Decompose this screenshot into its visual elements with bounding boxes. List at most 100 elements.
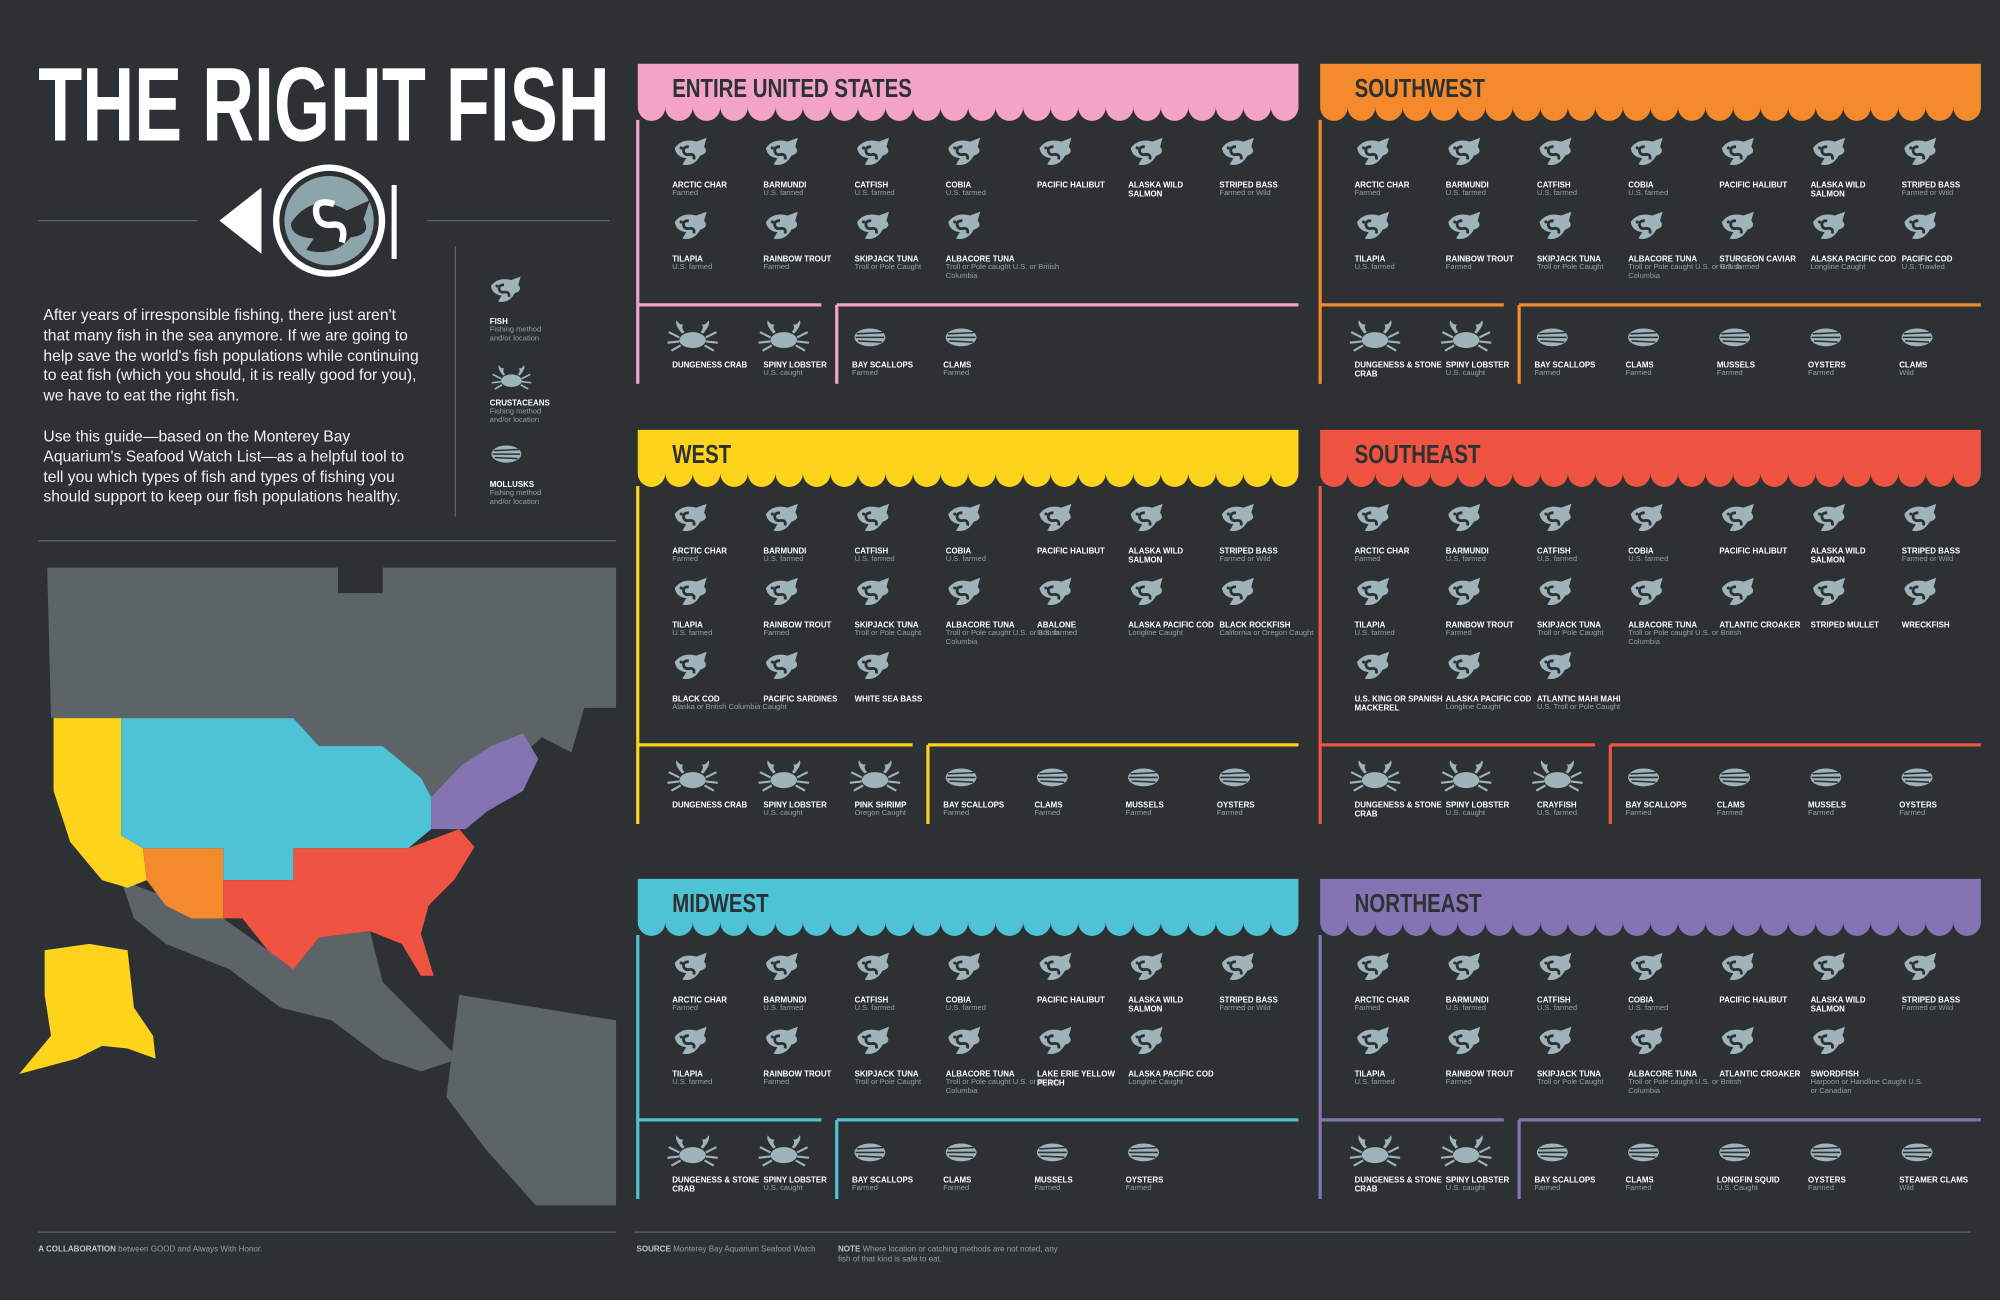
item-name: BARMUNDI (763, 996, 807, 1006)
item-name: BLACK ROCKFISH (1219, 621, 1291, 631)
item-label: BARMUNDI U.S. farmed (1446, 547, 1535, 565)
item-note: Farmed (1625, 810, 1652, 818)
item-name: BARMUNDI (1445, 181, 1489, 191)
item-name: COBIA (1628, 996, 1654, 1006)
icon (1629, 210, 1665, 241)
item-name: PACIFIC HALIBUT (1036, 547, 1105, 557)
item-note: Troll or Pole caught U.S. or British Col… (1628, 630, 1742, 647)
item-name: PACIFIC SARDINES (763, 695, 838, 705)
icon (946, 576, 982, 607)
icon (1720, 951, 1756, 982)
item-name: STRIPED BASS (1901, 547, 1961, 557)
region-title: SOUTHEAST (1354, 441, 1481, 470)
item-note: Troll or Pole Caught (854, 1079, 922, 1087)
item-note: Longline Caught (1445, 704, 1501, 712)
item-label: PACIFIC COD U.S. Trawled (1902, 255, 1991, 273)
item-name: BAY SCALLOPS (1625, 801, 1687, 810)
item-note: Harpoon or Handline Caught U.S. or Canad… (1810, 1079, 1923, 1096)
icon (490, 364, 533, 391)
item-name: SKIPJACK TUNA (1536, 255, 1602, 265)
item-name: OYSTERS (1808, 360, 1846, 370)
legend-item: CRUSTACEANS Fishing method and/or locatio… (490, 399, 567, 426)
item-note: Farmed (1445, 1079, 1472, 1087)
item-note: Farmed (763, 1079, 790, 1087)
item-note: Farmed (1534, 1185, 1561, 1193)
icon (1718, 1142, 1751, 1163)
item-name: ARCTIC CHAR (672, 547, 728, 557)
item-name: DUNGENESS & STONE CRAB (1354, 360, 1442, 380)
item-note: Troll or Pole caught U.S. or British Col… (945, 264, 1060, 281)
item-note: Farmed (1034, 1185, 1061, 1193)
item-name: ARCTIC CHAR (1354, 181, 1410, 191)
icon (1538, 502, 1573, 533)
icon (1355, 951, 1391, 982)
item-note: Farmed (1625, 370, 1652, 378)
item-label: OYSTERS Farmed (1126, 1176, 1215, 1194)
icon (1355, 650, 1391, 681)
item-note: Troll or Pole caught U.S. or British Col… (1628, 264, 1742, 281)
item-name: ARCTIC CHAR (1354, 996, 1410, 1006)
icon (1900, 1142, 1934, 1163)
item-label: DUNGENESS & STONE CRAB (1355, 1176, 1444, 1194)
item-label: STRIPED BASS Farmed or Wild (1902, 181, 1991, 199)
item-label: TILAPIA U.S. farmed (1355, 255, 1444, 273)
icon (1627, 1142, 1660, 1163)
item-note: U.S. caught (763, 370, 803, 378)
map-midwest (121, 718, 432, 881)
item-label: TILAPIA U.S. farmed (672, 255, 761, 273)
icon (1629, 576, 1665, 607)
item-note: U.S. farmed (672, 264, 713, 272)
legend-item: MOLLUSKS Fishing method and/or location (490, 481, 567, 508)
item-name: DUNGENESS & STONE CRAB (672, 1176, 760, 1195)
item-note: Alaska or British Columbia Caught (672, 704, 787, 712)
footer-note: NOTE Where location or catching methods … (838, 1245, 1061, 1265)
item-label: LAKE ERIE YELLOW PERCH (1037, 1070, 1126, 1088)
item-name: TILAPIA (672, 621, 703, 631)
icon (1127, 767, 1160, 788)
map-land (47, 567, 617, 810)
item-note: U.S. farmed (945, 190, 986, 198)
legend-name: FISH (489, 317, 508, 327)
icon (1900, 327, 1934, 348)
item-name: PACIFIC COD (1901, 255, 1953, 265)
item-label: BAY SCALLOPS Farmed (1626, 801, 1715, 819)
item-label: SPINY LOBSTER U.S. caught (1446, 1176, 1535, 1194)
item-label: ARCTIC CHAR Farmed (672, 547, 761, 565)
item-note: U.S. farmed (1354, 630, 1395, 639)
item-note: U.S. farmed (854, 190, 895, 198)
item-name: TILAPIA (672, 255, 703, 265)
icon (946, 951, 982, 982)
item-note: U.S. farmed (1354, 1079, 1395, 1087)
region-title: WEST (672, 441, 732, 470)
item-note: Troll or Pole Caught (854, 630, 922, 639)
item-label: SKIPJACK TUNA Troll or Pole Caught (855, 621, 944, 639)
item-name: STRIPED BASS (1219, 996, 1278, 1006)
item-name: ALBACORE TUNA (1628, 621, 1698, 631)
item-name: CATFISH (854, 547, 889, 557)
map-northeast (431, 733, 539, 830)
item-label: OYSTERS Farmed (1217, 801, 1306, 819)
item-label: BLACK ROCKFISH California or Oregon Caugh… (1219, 621, 1313, 639)
icon (1811, 1025, 1847, 1056)
item-label: BAY SCALLOPS Farmed (852, 361, 941, 379)
intro-paragraph: Use this guide—based on the Monterey Bay… (43, 427, 405, 506)
icon (1127, 1142, 1160, 1163)
icon (764, 951, 800, 982)
item-note: U.S. Troll or Pole Caught (1536, 704, 1621, 712)
item-note: Longline Caught (1810, 264, 1866, 272)
icon (1220, 576, 1256, 607)
icon (855, 502, 891, 533)
icon (946, 502, 982, 533)
item-name: BAY SCALLOPS (1534, 1176, 1596, 1185)
item-label: LONGFIN SQUID U.S. Caught (1717, 1176, 1806, 1194)
icon (1129, 502, 1165, 533)
item-note: U.S. farmed (945, 556, 986, 565)
footer-source: SOURCE Monterey Bay Aquarium Seafood Wat… (636, 1245, 815, 1255)
item-label: CATFISH U.S. farmed (855, 996, 944, 1014)
icon (1038, 502, 1073, 533)
item-label: ALASKA PACIFIC COD Longline Caught (1811, 255, 1900, 273)
item-label: BAY SCALLOPS Farmed (1534, 1176, 1623, 1194)
item-label: OYSTERS Farmed (1899, 801, 1988, 819)
icon (1809, 767, 1843, 788)
